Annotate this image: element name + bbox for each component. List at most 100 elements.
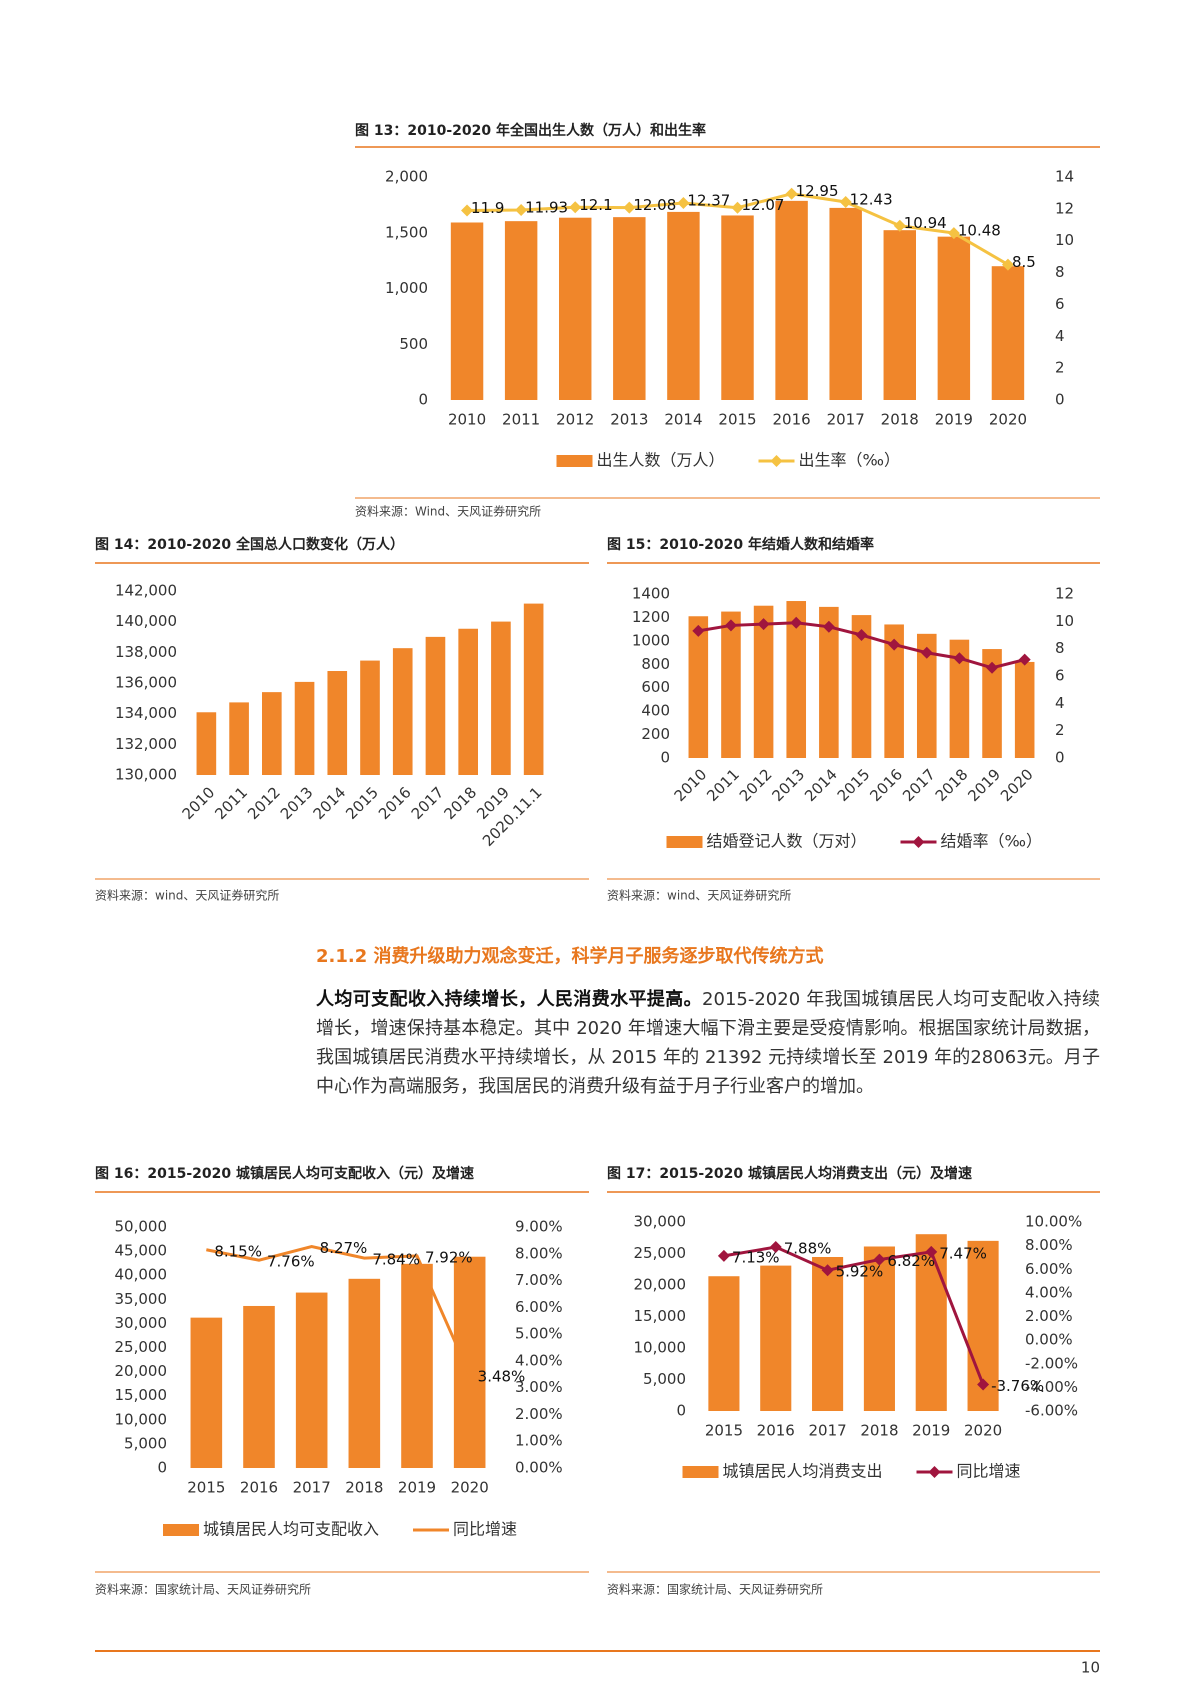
x-tick-label: 2010 xyxy=(671,765,711,805)
marker xyxy=(731,201,744,214)
legend-label: 出生人数（万人） xyxy=(597,451,725,470)
bar xyxy=(229,702,249,775)
y-tick-label: 25,000 xyxy=(634,1244,687,1262)
y-tick-label: 1,000 xyxy=(385,279,428,297)
x-tick-label: 2018 xyxy=(860,1422,898,1440)
y-tick-label: 1400 xyxy=(632,585,670,603)
line xyxy=(206,1245,472,1376)
data-label: 10.48 xyxy=(958,222,1001,240)
x-tick-label: 2012 xyxy=(736,765,776,805)
x-tick-label: 2019 xyxy=(935,411,973,429)
y-tick-label: 15,000 xyxy=(115,1386,168,1404)
bar xyxy=(294,681,315,775)
x-tick-label: 2010 xyxy=(448,411,486,429)
y-tick-label: 2,000 xyxy=(385,168,428,186)
y2-tick-label: 4.00% xyxy=(515,1351,563,1369)
data-label: 12.37 xyxy=(687,191,730,209)
y-tick-label: 500 xyxy=(399,335,428,353)
x-tick-label: 2016 xyxy=(375,783,415,823)
y2-tick-label: 14 xyxy=(1055,168,1074,186)
y2-tick-label: -4.00% xyxy=(1025,1378,1078,1396)
y2-tick-label: 4.00% xyxy=(1025,1283,1073,1301)
y-tick-label: 134,000 xyxy=(115,704,177,722)
y2-tick-label: 8.00% xyxy=(515,1244,563,1262)
y2-tick-label: 10.00% xyxy=(1025,1213,1082,1231)
legend-label: 同比增速 xyxy=(957,1462,1021,1481)
data-label: 12.08 xyxy=(633,196,676,214)
y-tick-label: 600 xyxy=(641,678,670,696)
bar xyxy=(243,1305,275,1468)
x-tick-label: 2018 xyxy=(881,411,919,429)
bar xyxy=(721,215,754,400)
bar xyxy=(327,671,348,775)
marker xyxy=(1018,653,1031,666)
bar xyxy=(708,1276,740,1411)
x-tick-label: 2014 xyxy=(310,783,350,823)
bar xyxy=(453,1256,486,1468)
bar xyxy=(949,639,970,758)
bar xyxy=(348,1278,381,1468)
y-tick-label: 138,000 xyxy=(115,643,177,661)
marker xyxy=(888,638,901,651)
bar xyxy=(262,692,282,775)
data-label: 11.93 xyxy=(525,198,568,216)
y-tick-label: 0 xyxy=(676,1402,686,1420)
y2-tick-label: 8.00% xyxy=(1025,1236,1073,1254)
chart-title: 图 14：2010-2020 全国总人口数变化（万人） xyxy=(95,536,404,553)
bar xyxy=(883,230,916,400)
y-tick-label: 0 xyxy=(418,391,428,409)
legend-label: 结婚率（‰） xyxy=(941,832,1042,851)
y2-tick-label: 6 xyxy=(1055,295,1065,313)
x-tick-label: 2020 xyxy=(964,1422,1002,1440)
y-tick-label: 5,000 xyxy=(643,1370,686,1388)
marker xyxy=(893,219,906,232)
bar xyxy=(688,616,709,758)
y-tick-label: 50,000 xyxy=(115,1218,168,1236)
y-tick-label: 15,000 xyxy=(634,1307,687,1325)
y2-tick-label: 2.00% xyxy=(1025,1307,1073,1325)
legend-swatch xyxy=(682,1466,719,1478)
y-tick-label: 200 xyxy=(641,725,670,743)
y2-tick-label: 6.00% xyxy=(515,1298,563,1316)
chart-title: 图 17：2015-2020 城镇居民人均消费支出（元）及增速 xyxy=(607,1165,972,1182)
y2-tick-label: 0 xyxy=(1055,391,1065,409)
bar xyxy=(196,712,217,775)
bar xyxy=(613,217,646,400)
x-tick-label: 2017 xyxy=(408,783,448,823)
bar xyxy=(190,1317,223,1468)
x-tick-label: 2015 xyxy=(718,411,756,429)
y2-tick-label: -6.00% xyxy=(1025,1402,1078,1420)
x-tick-label: 2013 xyxy=(610,411,648,429)
y2-tick-label: 0.00% xyxy=(515,1459,563,1477)
bar xyxy=(916,633,937,758)
bar xyxy=(775,200,808,400)
bar xyxy=(819,606,839,758)
marker xyxy=(623,201,636,214)
data-label: 7.13% xyxy=(732,1248,780,1266)
marker xyxy=(920,646,933,659)
x-tick-label: 2011 xyxy=(502,411,540,429)
legend-label: 城镇居民人均消费支出 xyxy=(723,1462,883,1481)
bar xyxy=(812,1256,844,1411)
x-tick-label: 2016 xyxy=(772,411,810,429)
chart-title: 图 15：2010-2020 年结婚人数和结婚率 xyxy=(607,536,874,553)
section-heading: 2.1.2 消费升级助力观念变迁，科学月子服务逐步取代传统方式 xyxy=(316,945,824,967)
marker xyxy=(925,1245,938,1258)
paragraph: 人均可支配收入持续增长，人民消费水平提高。2015-2020 年我国城镇居民人均… xyxy=(316,985,1100,1101)
y2-tick-label: 10 xyxy=(1055,231,1074,249)
bar xyxy=(884,624,904,758)
bar xyxy=(450,222,484,400)
marker xyxy=(839,196,852,209)
y2-tick-label: 5.00% xyxy=(515,1325,563,1343)
marker xyxy=(821,1264,834,1277)
y-tick-label: 40,000 xyxy=(115,1266,168,1284)
x-tick-label: 2020 xyxy=(997,765,1037,805)
x-tick-label: 2010 xyxy=(179,783,219,823)
bar xyxy=(559,217,592,400)
x-tick-label: 2018 xyxy=(345,1479,383,1497)
source: 资料来源：国家统计局、天风证券研究所 xyxy=(607,1582,823,1597)
data-label: 6.82% xyxy=(887,1252,935,1270)
x-tick-label: 2015 xyxy=(187,1479,225,1497)
marker xyxy=(724,619,737,632)
